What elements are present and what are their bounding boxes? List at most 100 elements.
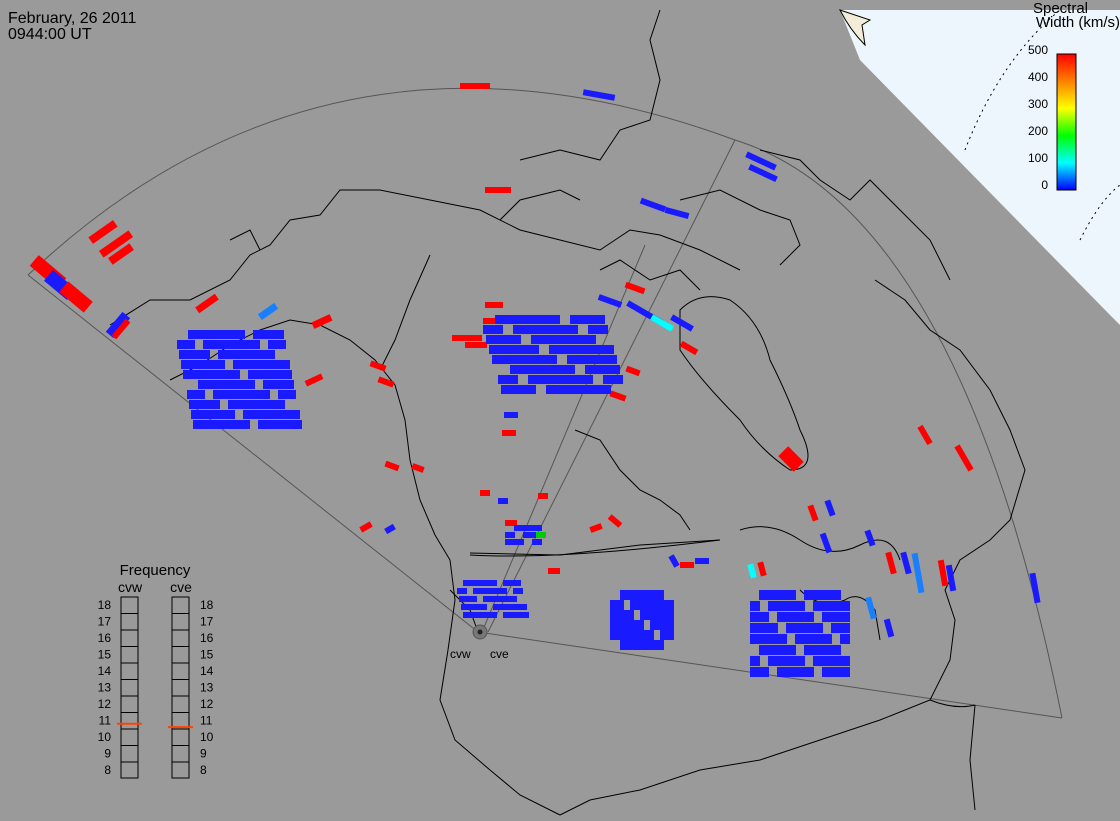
- scatter-cell: [272, 360, 290, 369]
- scatter-cell: [498, 375, 518, 384]
- scatter-cell: [268, 340, 286, 349]
- scatter-cell: [274, 370, 292, 379]
- scatter-cell: [813, 590, 823, 600]
- scatter-cell: [650, 314, 674, 332]
- scatter-cell: [463, 612, 473, 618]
- scatter-cell: [804, 667, 814, 677]
- scatter-cell: [813, 656, 823, 666]
- scatter-cell: [911, 552, 925, 594]
- scatter-cell: [177, 340, 195, 349]
- scatter-cell: [831, 612, 841, 622]
- field-of-view: [27, 87, 1063, 719]
- scatter-cell: [954, 444, 974, 472]
- scatter-cell: [630, 640, 644, 650]
- scatter-cell: [639, 197, 667, 213]
- scatter-cell: [660, 600, 674, 610]
- scatter-cell: [786, 590, 796, 600]
- scatter-cell: [457, 588, 467, 594]
- fov-divider-2: [487, 139, 736, 633]
- scatter-cell: [493, 604, 503, 610]
- scatter-cell: [778, 446, 804, 472]
- scatter-cell: [917, 424, 933, 446]
- scatter-cell: [469, 604, 479, 610]
- scatter-cell: [937, 559, 949, 587]
- scatter-cell: [745, 151, 777, 171]
- scatter-cell: [804, 612, 814, 622]
- scatter-cell: [640, 590, 654, 600]
- frequency-title: Frequency: [120, 562, 191, 579]
- scatter-cell: [695, 558, 709, 564]
- scatter-cell: [194, 360, 212, 369]
- scatter-cell: [885, 551, 897, 575]
- scatter-cell: [625, 365, 641, 377]
- scatter-cell: [624, 281, 646, 295]
- scatter-cell: [630, 620, 644, 630]
- scatter-cell: [537, 355, 557, 364]
- scatter-cell: [864, 529, 876, 547]
- scatter-cell: [813, 623, 823, 633]
- scatter-cell: [257, 350, 275, 359]
- scatter-cell: [594, 345, 614, 354]
- scatter-cell: [840, 623, 850, 633]
- scatter-cell: [822, 667, 832, 677]
- scatter-cell: [217, 410, 235, 419]
- colorbar-gradient: [1056, 53, 1077, 191]
- frequency-label-right: 11: [200, 714, 213, 728]
- scatter-cell: [748, 163, 778, 183]
- scatter-cell: [525, 365, 545, 374]
- scatter-cell: [282, 410, 300, 419]
- scatter-cell: [795, 601, 805, 611]
- scatter-cell: [777, 656, 787, 666]
- scatter-cell: [498, 498, 508, 504]
- scatter-cell: [610, 620, 624, 630]
- scatter-cell: [278, 390, 296, 399]
- frequency-label-left: 15: [98, 648, 112, 662]
- scatter-cell: [243, 410, 261, 419]
- scatter-cell: [576, 385, 596, 394]
- scatter-cell: [768, 634, 778, 644]
- scatter-cell: [543, 375, 563, 384]
- scatter-cell: [209, 370, 227, 379]
- scatter-cell: [777, 590, 787, 600]
- frequency-label-left: 10: [98, 730, 112, 744]
- scatter-cell: [204, 410, 222, 419]
- scatter-cell: [502, 430, 516, 436]
- colorbar-title-line2: Width (km/s): [1036, 14, 1120, 31]
- colorbar-ticks: 500 400 300 200 100 0: [1028, 43, 1048, 192]
- scatter-cell: [510, 315, 530, 324]
- scatter-cell: [59, 281, 93, 313]
- scatter-cell: [201, 330, 219, 339]
- scatter-cell: [248, 370, 266, 379]
- scatter-cell: [479, 580, 489, 586]
- scatter-cell: [786, 601, 796, 611]
- scatter-cell: [460, 83, 490, 89]
- scatter-cell: [202, 400, 220, 409]
- scatter-cell: [589, 523, 603, 533]
- scatter-cell: [777, 601, 787, 611]
- scatter-cell: [804, 623, 814, 633]
- scatter-cell: [473, 588, 483, 594]
- scatter-cell: [610, 610, 624, 620]
- scatter-cell: [650, 600, 664, 610]
- scatter-cell: [108, 243, 134, 265]
- scatter-cell: [840, 601, 850, 611]
- scatter-cell: [607, 514, 623, 528]
- scatter-cell: [759, 590, 769, 600]
- scatter-cell: [214, 330, 232, 339]
- frequency-label-left: 9: [104, 747, 111, 761]
- scatter-cell: [795, 634, 805, 644]
- scatter-cell: [211, 380, 229, 389]
- frequency-label-left: 18: [98, 598, 112, 612]
- scatter-cell: [822, 645, 832, 655]
- scatter-cell: [495, 315, 515, 324]
- frequency-label-right: 15: [200, 648, 214, 662]
- scatter-cell: [600, 365, 620, 374]
- scatter-cell: [181, 360, 199, 369]
- frequency-bars: 18 18 17 17 16 16 15 15 14 14 13 13 12 12 11 11 10 10 9 9 8 8: [98, 596, 214, 779]
- scatter-cell: [630, 630, 644, 640]
- frequency-label-left: 12: [98, 697, 112, 711]
- scatter-cell: [522, 355, 542, 364]
- frequency-label-right: 18: [200, 598, 214, 612]
- scatter-cell: [840, 656, 850, 666]
